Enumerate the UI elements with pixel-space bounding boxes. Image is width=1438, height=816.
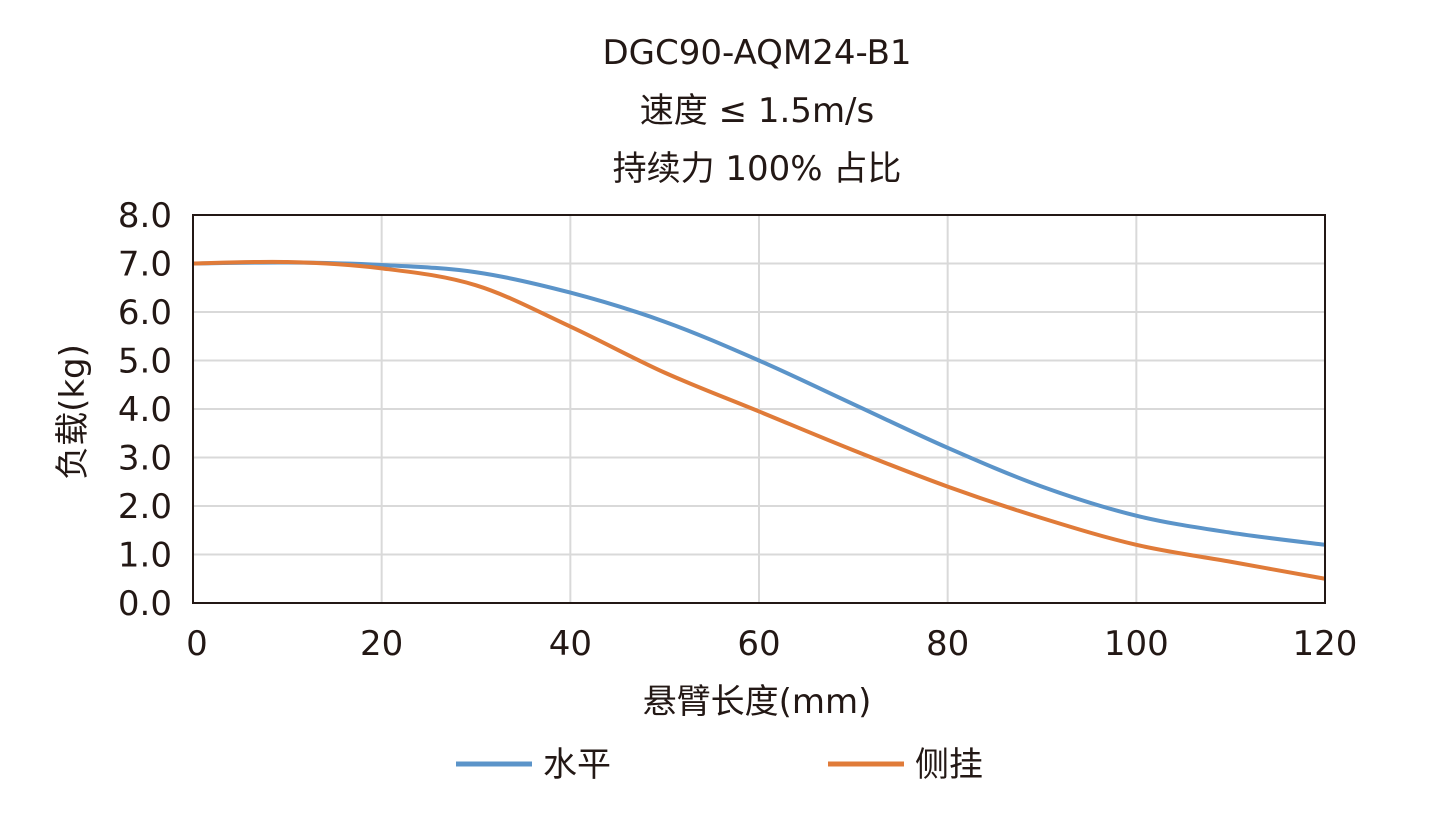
x-axis-label: 悬臂长度(mm) xyxy=(643,682,872,722)
y-tick-label: 4.0 xyxy=(118,390,172,430)
x-tick-label: 100 xyxy=(1104,624,1169,664)
y-tick-label: 7.0 xyxy=(118,245,172,285)
series-line-1 xyxy=(192,259,1326,581)
x-tick-label: 80 xyxy=(926,624,969,664)
x-tick-label: 40 xyxy=(549,624,592,664)
x-tick-label: 0 xyxy=(186,624,208,664)
y-tick-label: 5.0 xyxy=(118,342,172,382)
chart-title-line-2: 速度 ≤ 1.5m/s xyxy=(640,91,874,131)
y-tick-label: 3.0 xyxy=(118,439,172,479)
series-line-0 xyxy=(192,260,1326,547)
legend-label-side-mount: 侧挂 xyxy=(915,745,983,785)
x-tick-label: 60 xyxy=(737,624,780,664)
y-tick-label: 2.0 xyxy=(118,487,172,527)
legend: 水平 侧挂 xyxy=(456,745,983,785)
legend-label-horizontal: 水平 xyxy=(543,745,611,785)
x-tick-label: 120 xyxy=(1293,624,1358,664)
y-tick-label: 8.0 xyxy=(118,196,172,236)
plot-frame xyxy=(192,214,1326,604)
y-tick-label: 6.0 xyxy=(118,293,172,333)
chart-title-line-3: 持续力 100% 占比 xyxy=(613,149,902,189)
x-tick-label: 20 xyxy=(360,624,403,664)
chart-title-line-1: DGC90-AQM24-B1 xyxy=(602,33,911,73)
y-tick-label: 1.0 xyxy=(118,536,172,576)
y-tick-label: 0.0 xyxy=(118,584,172,624)
y-axis-label: 负载(kg) xyxy=(53,344,93,480)
